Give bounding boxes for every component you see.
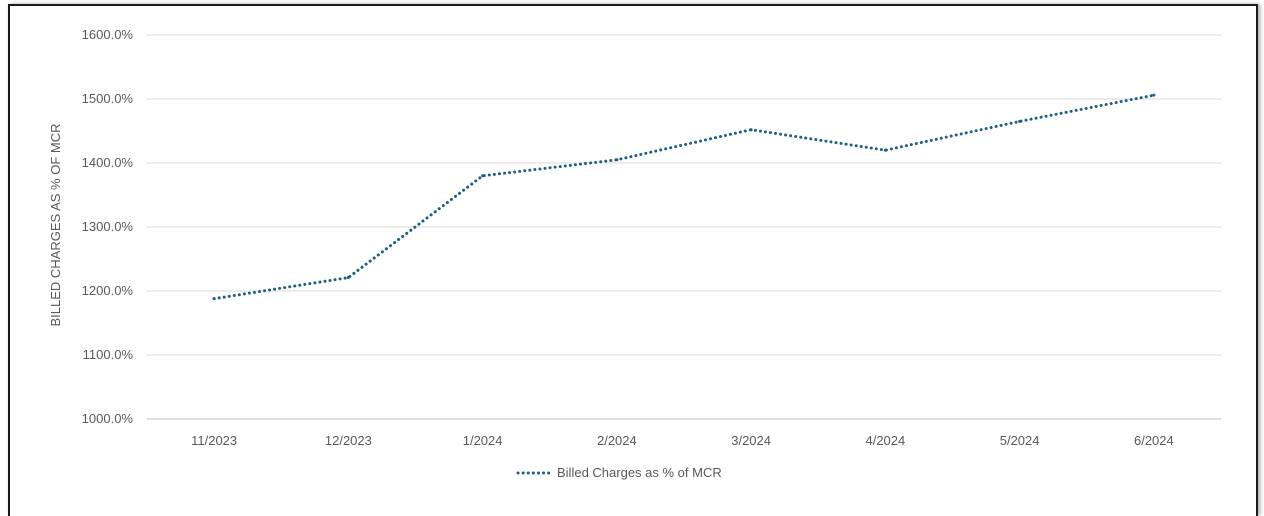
data-point <box>212 297 216 301</box>
x-tick-label: 1/2024 <box>463 433 503 448</box>
x-tick-label: 6/2024 <box>1134 433 1174 448</box>
gridlines <box>147 34 1221 420</box>
y-tick-label: 1200.0% <box>82 283 134 298</box>
data-point <box>1018 119 1022 123</box>
data-point <box>883 148 887 152</box>
legend: Billed Charges as % of MCR <box>516 465 722 480</box>
x-tick-label: 12/2023 <box>325 433 372 448</box>
x-tick-label: 11/2023 <box>191 433 237 448</box>
y-axis-title: BILLED CHARGES AS % OF MCR <box>48 124 63 327</box>
y-tick-label: 1600.0% <box>82 27 134 42</box>
x-tick-label: 3/2024 <box>731 433 771 448</box>
data-point <box>346 276 350 280</box>
x-tick-label: 4/2024 <box>865 433 905 448</box>
y-tick-label: 1300.0% <box>82 219 134 234</box>
chart-area <box>8 4 1258 516</box>
x-tick-label: 2/2024 <box>597 433 637 448</box>
series-layer <box>212 93 1156 301</box>
x-tick-label: 5/2024 <box>1000 433 1040 448</box>
data-point <box>749 128 753 132</box>
data-point <box>1152 93 1156 97</box>
y-tick-label: 1100.0% <box>83 347 134 362</box>
y-tick-label: 1000.0% <box>82 411 134 426</box>
series-line <box>212 93 1156 301</box>
y-tick-label: 1500.0% <box>82 91 134 106</box>
y-tick-label: 1400.0% <box>82 155 134 170</box>
x-axis-tick-labels: 11/2023 12/2023 1/2024 2/2024 3/2024 4/2024 5/… <box>191 433 1174 448</box>
data-point <box>615 158 619 162</box>
data-point <box>481 174 485 178</box>
y-axis-tick-labels: 1000.0% 1100.0% 1200.0% 1300.0% 1400.0% 1500.… <box>82 27 134 426</box>
legend-label: Billed Charges as % of MCR <box>557 465 722 480</box>
